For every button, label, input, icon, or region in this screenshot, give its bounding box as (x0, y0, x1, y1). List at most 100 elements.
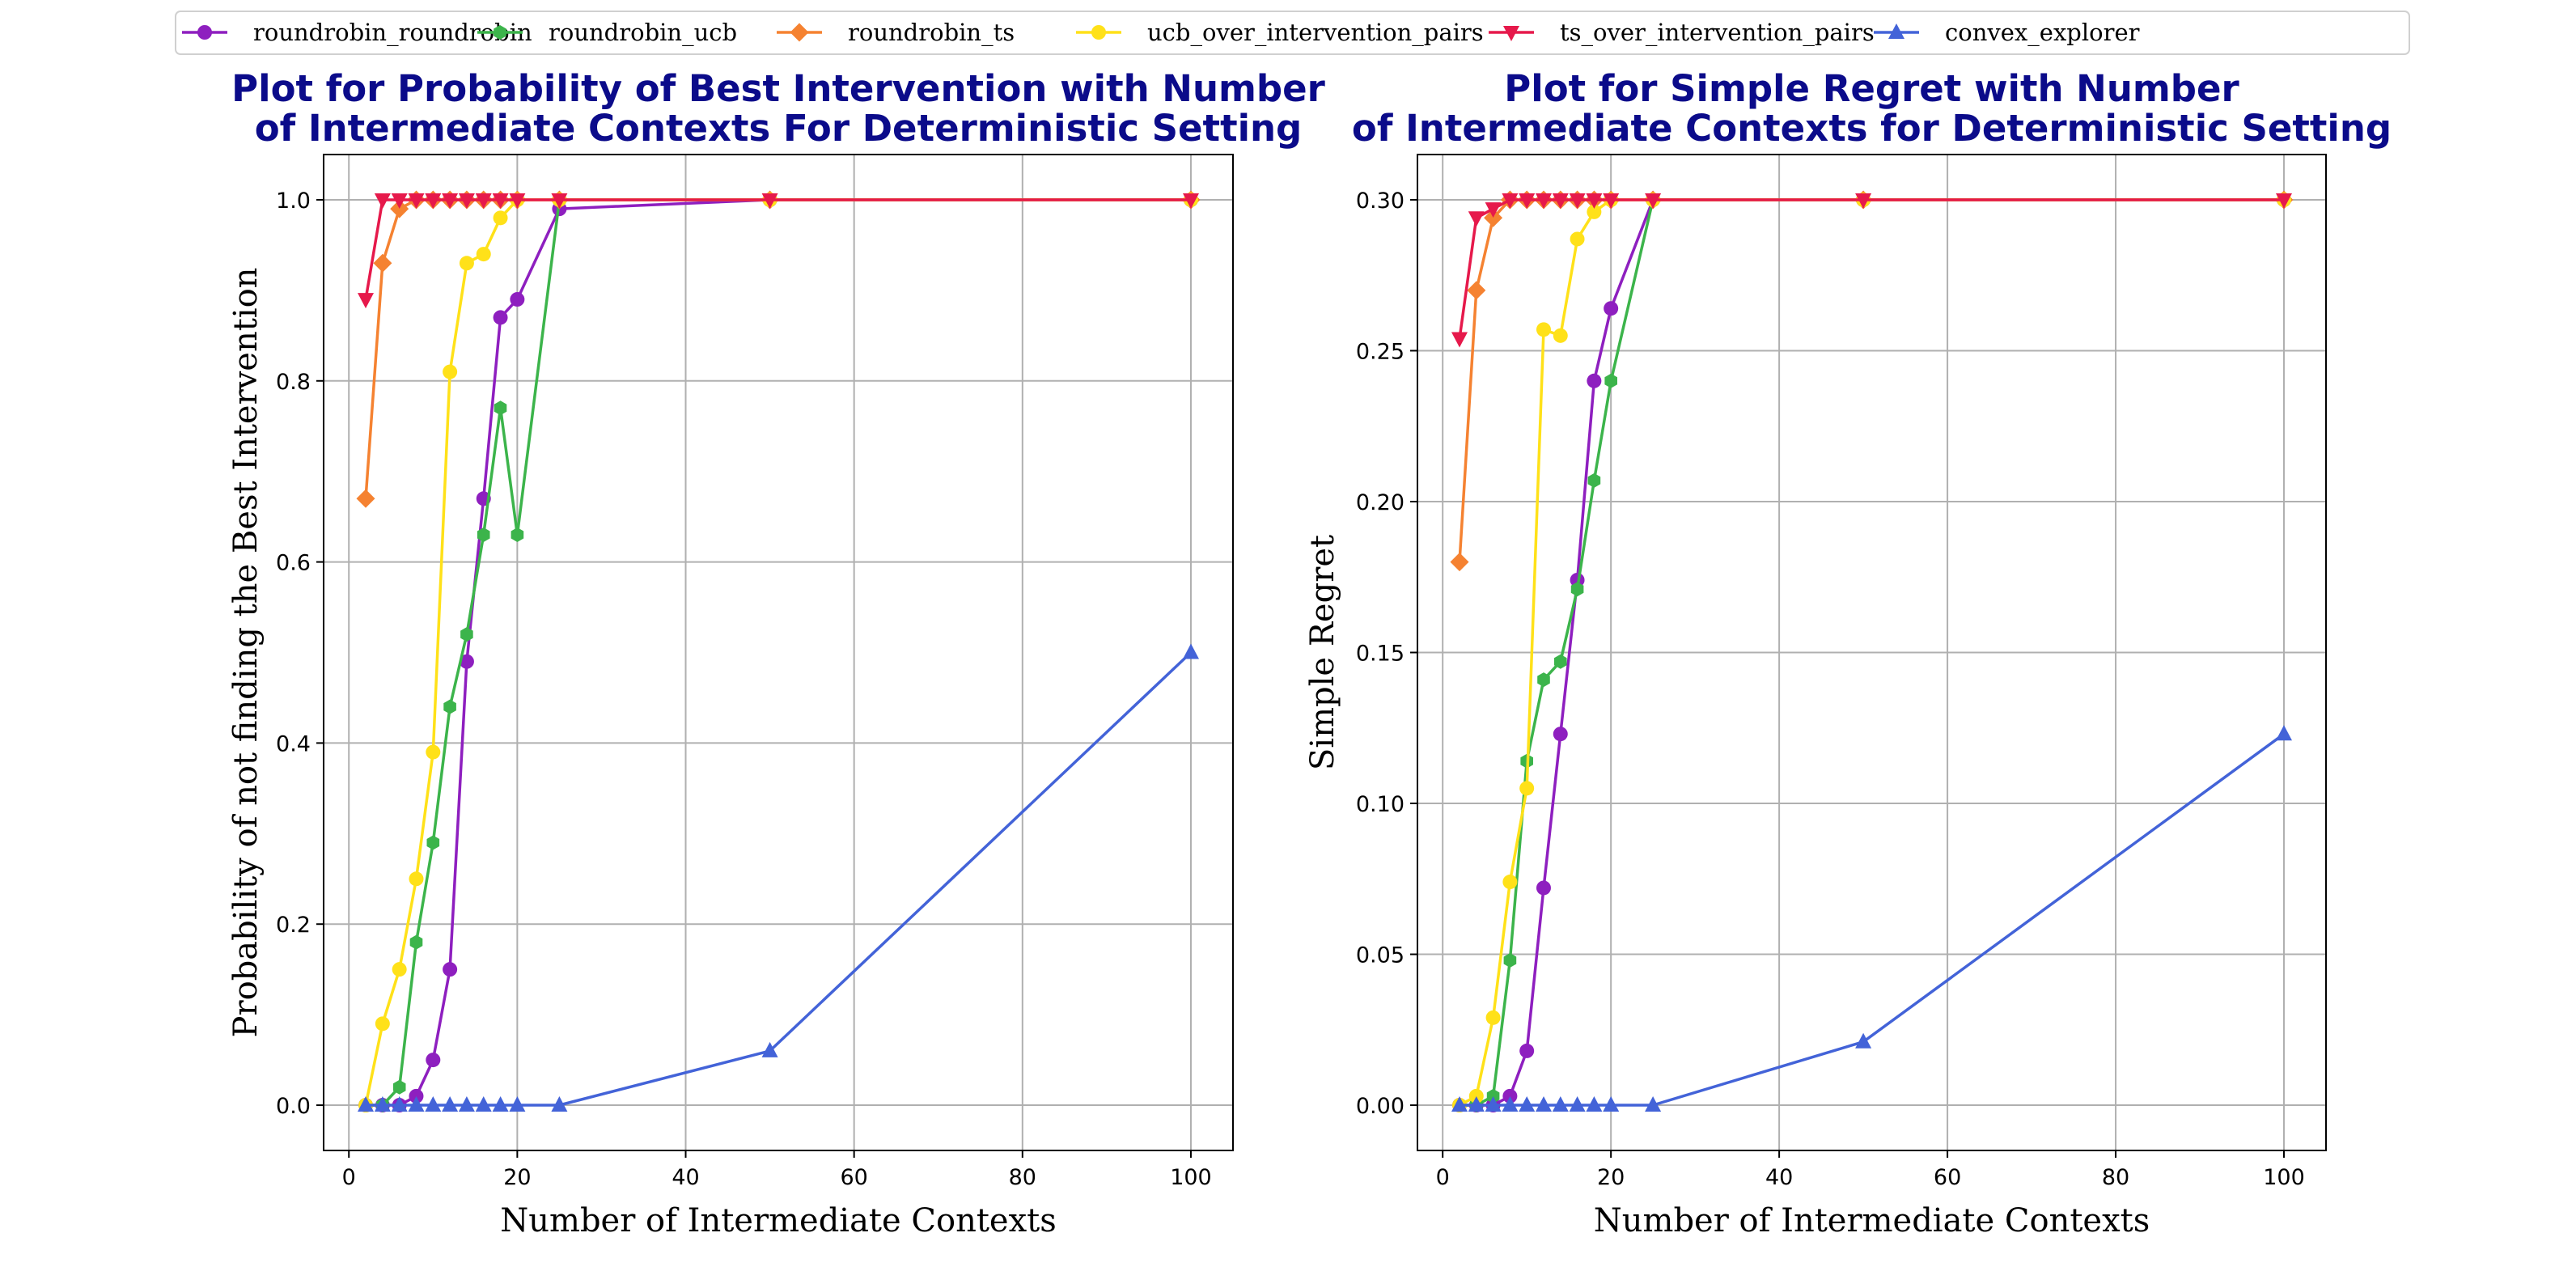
data-point (1183, 193, 1199, 209)
data-point (459, 654, 474, 669)
data-point (409, 871, 424, 887)
series-ts_over_intervention_pairs (1451, 193, 2292, 348)
data-point (1552, 193, 1569, 209)
data-point (494, 400, 507, 416)
data-point (409, 934, 423, 950)
x-tick-label: 60 (1934, 1165, 1961, 1190)
legend-marker (1091, 25, 1106, 40)
data-point (1502, 193, 1519, 209)
data-point (374, 1096, 391, 1112)
series-line (364, 198, 1191, 300)
data-point (475, 193, 492, 209)
data-point (1503, 953, 1517, 968)
data-point (1468, 1096, 1485, 1112)
data-point (1467, 281, 1486, 300)
data-point (358, 293, 374, 309)
data-point (373, 253, 392, 273)
data-point (761, 1041, 778, 1057)
x-tick-label: 0 (342, 1165, 356, 1190)
data-point (391, 1096, 408, 1112)
data-point (551, 193, 568, 209)
series-line (366, 198, 1191, 1107)
legend-marker (1503, 26, 1519, 41)
data-point (358, 1096, 374, 1112)
y-tick-label: 0.30 (1356, 189, 1405, 214)
data-point (1536, 322, 1551, 337)
x-axis-label: Number of Intermediate Contexts (1594, 1202, 2150, 1239)
x-tick-label: 0 (1436, 1165, 1450, 1190)
data-point (510, 292, 525, 307)
data-point (1502, 1088, 1518, 1104)
x-tick-label: 100 (1170, 1165, 1212, 1190)
data-point (1553, 328, 1568, 343)
data-point (1468, 1088, 1484, 1104)
data-point (425, 1096, 442, 1112)
x-tick-label: 80 (2102, 1165, 2129, 1190)
series-line (366, 651, 1193, 1107)
data-point (1570, 231, 1585, 247)
series-convex_explorer (1451, 725, 2292, 1112)
data-point (1485, 1096, 1502, 1112)
data-point (356, 489, 375, 508)
data-point (1451, 332, 1468, 348)
x-tick-label: 60 (840, 1165, 867, 1190)
y-tick-label: 1.0 (276, 189, 311, 214)
data-point (1569, 1096, 1586, 1112)
legend-label: roundrobin_ts (848, 19, 1015, 47)
data-point (458, 1096, 475, 1112)
data-point (493, 210, 508, 226)
data-point (477, 527, 490, 542)
data-point (1536, 193, 1552, 209)
data-point (1855, 193, 1872, 209)
data-point (1502, 875, 1518, 890)
legend-marker (494, 25, 506, 40)
legend-marker (790, 23, 809, 42)
data-point (476, 247, 491, 262)
legend-label: roundrobin_ucb (549, 19, 737, 47)
data-point (1603, 193, 1620, 209)
data-point (1485, 202, 1502, 218)
data-point (442, 1096, 459, 1112)
data-point (1855, 1032, 1872, 1049)
data-point (1586, 1096, 1603, 1112)
data-point (390, 199, 409, 218)
data-point (426, 1053, 441, 1068)
y-axis-label: Simple Regret (1304, 535, 1341, 770)
series-convex_explorer (358, 643, 1199, 1112)
data-point (492, 1096, 509, 1112)
data-point (509, 193, 526, 209)
data-point (443, 699, 456, 714)
x-tick-label: 100 (2263, 1165, 2305, 1190)
data-point (511, 527, 524, 542)
data-point (408, 1096, 425, 1112)
data-point (1502, 1096, 1519, 1112)
legend-label: convex_explorer (1945, 19, 2140, 47)
chart-title-line: Plot for Probability of Best Interventio… (231, 67, 1325, 110)
data-point (2276, 193, 2292, 209)
x-axis-label: Number of Intermediate Contexts (500, 1202, 1057, 1239)
series-line (1460, 732, 2286, 1107)
chart-title-line: of Intermediate Contexts for Determinist… (1352, 107, 2392, 150)
y-tick-label: 0.20 (1356, 490, 1405, 515)
data-point (761, 193, 778, 209)
x-tick-label: 40 (1765, 1165, 1793, 1190)
series-line (366, 198, 1191, 1107)
data-point (1569, 193, 1586, 209)
series-roundrobin_roundrobin (358, 192, 1198, 1113)
chart-title-line: Plot for Simple Regret with Number (1504, 67, 2239, 110)
data-point (442, 193, 459, 209)
legend-label: ucb_over_intervention_pairs (1147, 19, 1484, 47)
data-point (1554, 654, 1567, 669)
data-point (392, 1079, 406, 1095)
y-tick-label: 0.2 (276, 913, 311, 938)
y-tick-label: 0.6 (276, 551, 311, 576)
y-tick-label: 0.05 (1356, 943, 1405, 968)
data-point (1484, 208, 1503, 227)
data-point (1183, 643, 1199, 659)
data-point (492, 193, 509, 209)
plot-frame (323, 154, 1234, 1151)
data-point (475, 1096, 492, 1112)
legend-marker (197, 25, 212, 40)
data-point (375, 1016, 390, 1032)
